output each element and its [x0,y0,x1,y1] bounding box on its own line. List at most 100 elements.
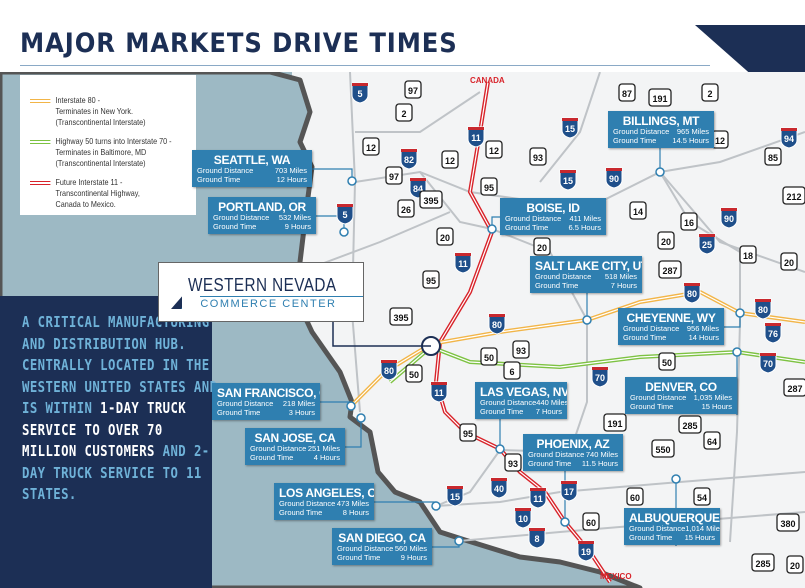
shield-number: 50 [662,358,672,368]
market-callout: PORTLAND, OR Ground Distance 532 Miles Gr… [208,197,316,234]
legend-text: Future Interstate 11 - [55,177,123,187]
city-marker [735,308,745,318]
time-row: Ground Time 4 Hours [250,452,340,463]
legend-text: Terminates in New York. [55,106,134,116]
time-label: Ground Time [629,532,673,542]
shield-number: 95 [484,183,494,193]
us-route-shield-icon: 93 [512,340,530,359]
time-value: 15 Hours [701,401,732,411]
distance-row: Ground Distance 956 Miles [623,324,719,334]
us-route-shield-icon: 93 [504,453,522,472]
shield-number: 6 [509,367,514,377]
time-value: 14.5 Hours [672,135,709,145]
market-name: SAN JOSE, CA [254,431,336,445]
shield-number: 380 [780,519,795,529]
logo-line-2: COMMERCE CENTER [200,295,363,310]
time-label: Ground Time [505,222,549,232]
market-callout: LAS VEGAS, NV Ground Distance 440 Miles G… [475,382,567,419]
shield-number: 80 [492,320,502,330]
distance-value: 560 Miles [394,544,427,553]
market-name: SAN DIEGO, CA [338,531,426,545]
us-route-shield-icon: 50 [405,364,423,383]
us-route-shield-icon: 285 [751,553,775,572]
interstate-shield-icon: 90 [605,167,623,189]
distance-row: Ground Distance 411 Miles [505,214,601,224]
distance-row: Ground Distance 532 Miles [213,213,311,223]
interstate-shield-icon: 76 [764,322,782,344]
shield-number: 20 [537,243,547,253]
logo-leader-line [332,322,431,347]
legend-swatch [30,181,51,185]
market-callout: SAN FRANCISCO, CA Ground Distance 218 Mil… [212,383,320,420]
distance-value: 1,014 Miles [685,524,720,533]
us-route-shield-icon: 191 [603,413,627,432]
us-route-shield-icon: 395 [419,190,443,209]
distance-label: Ground Distance [535,272,592,281]
distance-value: 956 Miles [686,324,719,333]
legend-text: Terminates in Baltimore, MD [55,147,147,157]
interstate-shield-icon: 11 [467,126,485,148]
legend-text: Canada to Mexico. [55,199,116,209]
page-title: MAJOR MARKETS DRIVE TIMES [20,28,458,59]
time-row: Ground Time 15 Hours [630,401,732,412]
distance-label: Ground Distance [623,324,680,333]
time-row: Ground Time 7 Hours [535,281,637,291]
shield-number: 93 [508,459,518,469]
city-marker [732,347,742,357]
distance-label: Ground Distance [629,524,686,533]
us-route-shield-icon: 50 [480,347,498,366]
us-route-shield-icon: 380 [776,513,800,532]
distance-label: Ground Distance [213,213,270,222]
us-route-shield-icon: 16 [680,212,698,231]
shield-number: 84 [413,184,423,194]
shield-number: 395 [423,196,438,206]
panel-highlight: 1-DAY TRUCK SERVICE TO OVER 70 MILLION C… [22,399,187,460]
interstate-shield-icon: 25 [698,233,716,255]
us-route-shield-icon: 95 [459,423,477,442]
city-marker [495,444,505,454]
time-value: 15 Hours [684,532,715,542]
market-name: LOS ANGELES, CA [279,486,374,500]
time-row: Ground Time 8 Hours [279,508,369,518]
callout-leader-line [345,418,362,448]
shield-number: 60 [630,493,640,503]
shield-number: 2 [401,109,406,119]
us-route-shield-icon: 97 [404,80,422,99]
time-row: Ground Time 9 Hours [213,221,311,232]
market-callout: SAN JOSE, CA Ground Distance 251 Miles Gr… [245,428,345,465]
time-value: 4 Hours [313,452,340,462]
time-value: 9 Hours [284,221,311,231]
distance-value: 532 Miles [278,213,311,222]
shield-number: 11 [434,388,444,398]
shield-number: 87 [622,89,632,99]
legend-item-us50: Highway 50 turns into Interstate 70 - Ter… [30,136,200,169]
time-label: Ground Time [623,332,667,342]
market-callout: LOS ANGELES, CA Ground Distance 473 Miles… [274,483,374,520]
us-route-shield-icon: 287 [783,378,805,397]
us-route-shield-icon: 54 [693,487,711,506]
us-route-shield-icon: 550 [651,439,675,458]
city-marker [347,176,357,186]
shield-number: 80 [687,289,697,299]
shield-number: 93 [533,153,543,163]
interstate-shield-icon: 94 [780,127,798,149]
shield-number: 95 [426,276,436,286]
legend: Interstate 80 - Terminates in New York. (T… [20,75,196,215]
shield-number: 395 [393,313,408,323]
market-callout: SEATTLE, WA Ground Distance 703 Miles Gro… [192,150,312,187]
interstate-shield-icon: 70 [591,366,609,388]
us-route-shield-icon: 26 [397,199,415,218]
shield-number: 64 [707,437,717,447]
time-label: Ground Time [630,401,674,411]
shield-number: 287 [662,266,677,276]
interstate-shield-icon: 70 [759,352,777,374]
market-name: SALT LAKE CITY, UT [535,259,642,273]
interstate-shield-icon: 8 [528,527,546,549]
us-route-shield-icon: 20 [657,231,675,250]
shield-number: 82 [404,155,414,165]
time-row: Ground Time 15 Hours [629,532,715,543]
shield-number: 80 [758,305,768,315]
us-route-shield-icon: 12 [485,140,503,159]
legend-item-i11: Future Interstate 11 - Transcontinental H… [30,177,200,210]
us-route-shield-icon: 395 [389,307,413,326]
